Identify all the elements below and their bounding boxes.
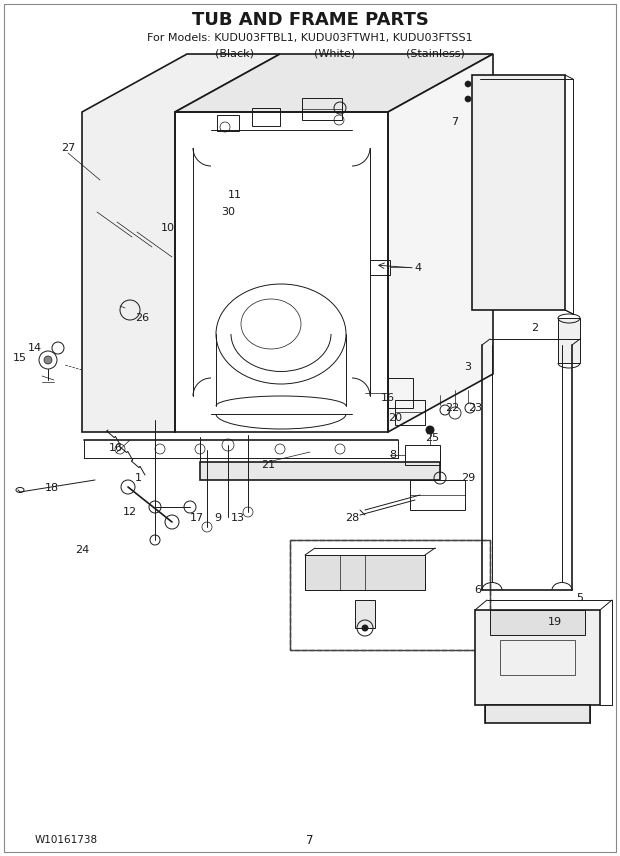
Bar [290, 540, 490, 650]
Text: 16: 16 [109, 443, 123, 453]
Text: 15: 15 [13, 353, 27, 363]
Text: 21: 21 [261, 460, 275, 470]
Text: 3: 3 [464, 362, 471, 372]
Bar [217, 115, 239, 131]
Circle shape [426, 426, 434, 434]
Bar [395, 400, 425, 425]
Text: 19: 19 [548, 617, 562, 627]
Text: 25: 25 [425, 433, 439, 443]
Text: 13: 13 [231, 513, 245, 523]
Text: 26: 26 [135, 313, 149, 323]
Text: 20: 20 [388, 413, 402, 423]
Bar [302, 98, 342, 120]
Bar [405, 445, 440, 465]
Text: 18: 18 [45, 483, 59, 493]
Polygon shape [388, 54, 493, 432]
Bar [200, 462, 440, 480]
Text: 17: 17 [190, 513, 204, 523]
Bar [410, 480, 465, 510]
Polygon shape [175, 54, 493, 112]
Circle shape [465, 96, 471, 102]
Bar [475, 610, 600, 705]
Text: 16: 16 [381, 393, 395, 403]
Bar [500, 640, 575, 675]
Bar [388, 378, 413, 408]
Text: (Black): (Black) [216, 48, 254, 58]
Text: 28: 28 [345, 513, 359, 523]
Text: 1: 1 [135, 473, 141, 483]
Polygon shape [82, 54, 280, 432]
Bar [558, 318, 580, 363]
Bar [485, 705, 590, 723]
Text: 7: 7 [451, 117, 459, 127]
Text: 30: 30 [221, 207, 235, 217]
Bar [252, 108, 280, 126]
Text: W10161738: W10161738 [35, 835, 98, 845]
Bar [370, 260, 390, 275]
Circle shape [44, 356, 52, 364]
Text: 27: 27 [61, 143, 75, 153]
Text: 29: 29 [461, 473, 475, 483]
Text: 24: 24 [75, 545, 89, 555]
Circle shape [465, 81, 471, 87]
Text: 2: 2 [531, 323, 539, 333]
Bar [305, 555, 425, 590]
Text: 9: 9 [215, 513, 221, 523]
Text: 11: 11 [228, 190, 242, 200]
Text: 14: 14 [28, 343, 42, 353]
Bar [355, 600, 375, 628]
Text: For Models: KUDU03FTBL1, KUDU03FTWH1, KUDU03FTSS1: For Models: KUDU03FTBL1, KUDU03FTWH1, KU… [147, 33, 473, 43]
Bar [472, 75, 565, 310]
Text: (Stainless): (Stainless) [405, 48, 464, 58]
Text: (White): (White) [314, 48, 356, 58]
Text: 5: 5 [577, 593, 583, 603]
Text: 12: 12 [123, 507, 137, 517]
Text: 23: 23 [468, 403, 482, 413]
Circle shape [362, 625, 368, 631]
Text: 4: 4 [414, 263, 422, 273]
Bar [490, 610, 585, 635]
Text: 10: 10 [161, 223, 175, 233]
Text: 8: 8 [389, 450, 397, 460]
Text: 22: 22 [445, 403, 459, 413]
Text: 6: 6 [474, 585, 482, 595]
Bar [290, 540, 490, 650]
Text: TUB AND FRAME PARTS: TUB AND FRAME PARTS [192, 11, 428, 29]
Text: 7: 7 [306, 834, 314, 847]
